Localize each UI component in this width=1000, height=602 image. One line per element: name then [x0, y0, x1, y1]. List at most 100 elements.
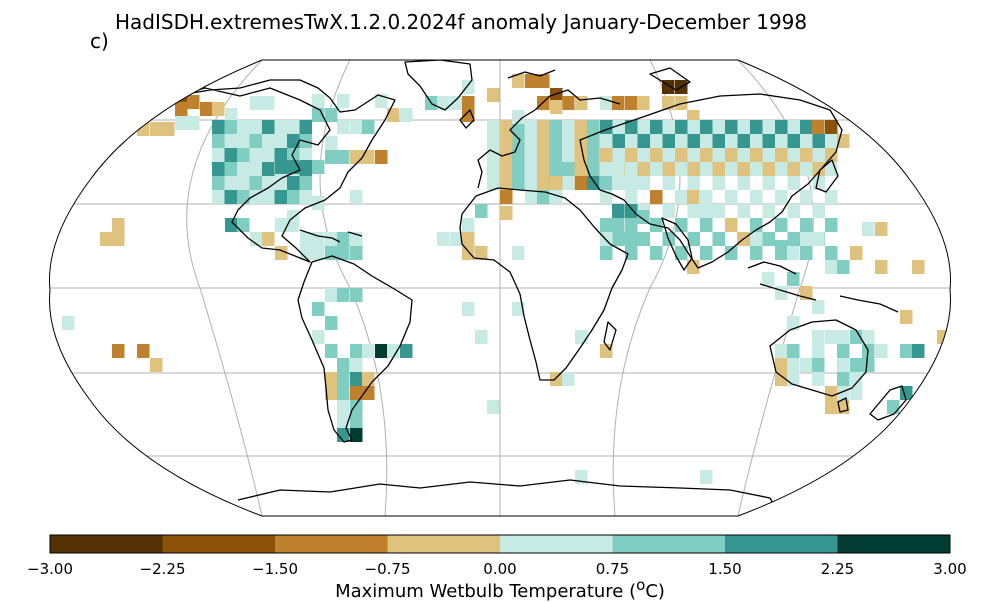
- anomaly-cell: [337, 150, 350, 164]
- anomaly-cell: [812, 134, 825, 148]
- anomaly-cell: [687, 204, 700, 218]
- anomaly-cell: [700, 134, 713, 148]
- anomaly-cell: [737, 120, 750, 134]
- anomaly-cell: [650, 190, 663, 204]
- anomaly-cell: [775, 218, 788, 232]
- anomaly-cell: [512, 148, 525, 162]
- anomaly-cell: [775, 190, 788, 204]
- anomaly-cell: [875, 222, 888, 236]
- anomaly-cell: [787, 344, 800, 358]
- anomaly-cell: [637, 176, 650, 190]
- anomaly-cell: [274, 148, 287, 162]
- anomaly-cell: [262, 176, 275, 190]
- anomaly-cell: [937, 330, 950, 344]
- anomaly-cell: [712, 232, 725, 246]
- anomaly-cell: [762, 232, 775, 246]
- anomaly-cell: [225, 218, 238, 232]
- colorbar-tick-label: −2.25: [139, 560, 186, 578]
- anomaly-cell: [512, 246, 525, 260]
- anomaly-cell: [812, 330, 825, 344]
- anomaly-cell: [550, 100, 563, 114]
- anomaly-cell: [462, 108, 475, 122]
- anomaly-cell: [912, 344, 925, 358]
- anomaly-cell: [787, 316, 800, 330]
- anomaly-cell: [725, 190, 738, 204]
- anomaly-cell: [875, 260, 888, 274]
- anomaly-grid-cells: [62, 74, 950, 484]
- anomaly-cell: [237, 162, 250, 176]
- anomaly-cell: [812, 300, 825, 314]
- anomaly-cell: [212, 176, 225, 190]
- anomaly-cell: [812, 372, 825, 386]
- anomaly-cell: [524, 148, 537, 162]
- anomaly-cell: [762, 176, 775, 190]
- anomaly-cell: [800, 232, 813, 246]
- anomaly-cell: [262, 148, 275, 162]
- anomaly-cell: [575, 330, 588, 344]
- anomaly-cell: [325, 232, 338, 246]
- anomaly-cell: [787, 134, 800, 148]
- anomaly-cell: [837, 330, 850, 344]
- anomaly-cell: [825, 330, 838, 344]
- anomaly-cell: [325, 288, 338, 302]
- anomaly-cell: [100, 232, 113, 246]
- map-content: [49, 60, 951, 516]
- anomaly-cell: [325, 108, 338, 122]
- anomaly-cell: [275, 246, 288, 260]
- anomaly-cell: [524, 162, 537, 176]
- anomaly-cell: [512, 162, 525, 176]
- anomaly-cell: [487, 400, 500, 414]
- anomaly-cell: [862, 222, 875, 236]
- anomaly-cell: [362, 150, 375, 164]
- anomaly-cell: [787, 204, 800, 218]
- anomaly-cell: [262, 190, 275, 204]
- colorbar-segment: [162, 535, 276, 553]
- anomaly-cell: [250, 232, 263, 246]
- anomaly-cell: [224, 176, 237, 190]
- anomaly-cell: [212, 190, 225, 204]
- anomaly-cell: [300, 160, 313, 174]
- anomaly-cell: [525, 74, 538, 88]
- anomaly-cell: [837, 260, 850, 274]
- anomaly-cell: [337, 428, 350, 442]
- anomaly-cell: [524, 134, 537, 148]
- anomaly-cell: [700, 162, 713, 176]
- anomaly-cell: [175, 116, 188, 130]
- colorbar-tick-label: −1.50: [252, 560, 298, 578]
- anomaly-cell: [812, 148, 825, 162]
- anomaly-cell: [600, 134, 613, 148]
- anomaly-cell: [475, 246, 488, 260]
- anomaly-cell: [650, 134, 663, 148]
- anomaly-cell: [562, 134, 575, 148]
- anomaly-cell: [600, 148, 613, 162]
- anomaly-cell: [224, 190, 237, 204]
- anomaly-cell: [812, 344, 825, 358]
- anomaly-cell: [825, 246, 838, 260]
- anomaly-cell: [587, 134, 600, 148]
- anomaly-cell: [762, 134, 775, 148]
- anomaly-cell: [900, 344, 913, 358]
- anomaly-cell: [625, 162, 638, 176]
- anomaly-cell: [237, 148, 250, 162]
- anomaly-cell: [662, 148, 675, 162]
- anomaly-cell: [462, 218, 475, 232]
- anomaly-cell: [437, 96, 450, 110]
- anomaly-cell: [712, 204, 725, 218]
- anomaly-cell: [675, 246, 688, 260]
- anomaly-cell: [512, 302, 525, 316]
- colorbar-tick-label: −0.75: [364, 560, 411, 578]
- anomaly-cell: [762, 272, 775, 286]
- anomaly-cell: [837, 386, 850, 400]
- anomaly-cell: [750, 120, 763, 134]
- anomaly-cell: [237, 190, 250, 204]
- anomaly-cell: [837, 372, 850, 386]
- anomaly-cell: [337, 94, 350, 108]
- anomaly-cell: [750, 134, 763, 148]
- anomaly-cell: [687, 260, 700, 274]
- anomaly-cell: [462, 246, 475, 260]
- anomaly-cell: [362, 386, 375, 400]
- anomaly-cell: [637, 162, 650, 176]
- anomaly-cell: [350, 344, 363, 358]
- anomaly-cell: [350, 358, 363, 372]
- anomaly-cell: [237, 176, 250, 190]
